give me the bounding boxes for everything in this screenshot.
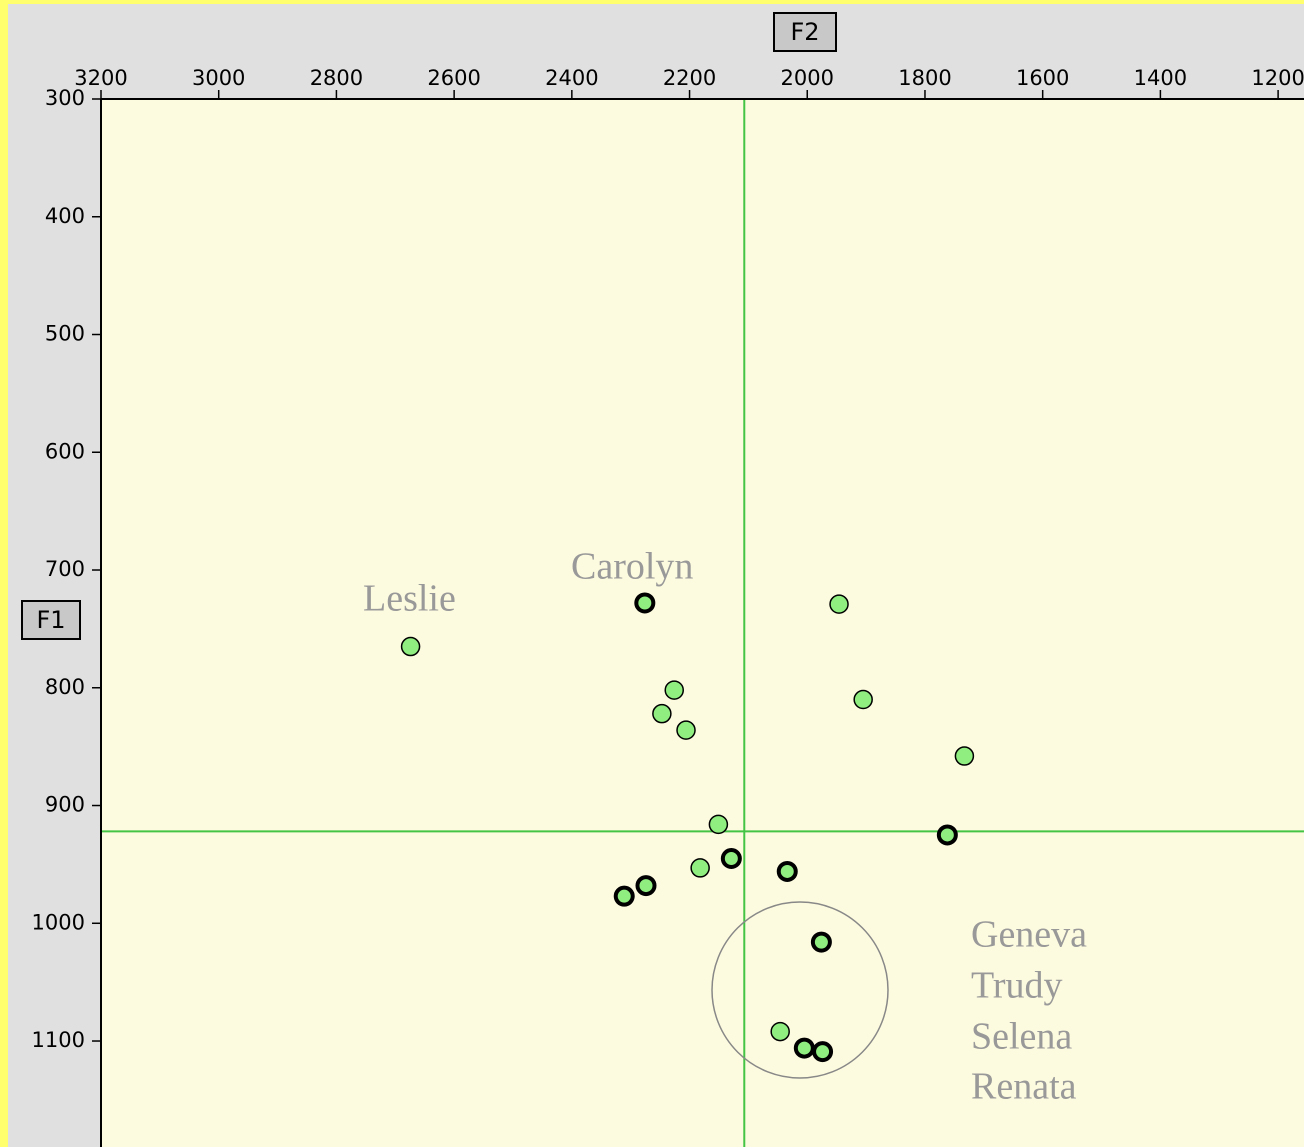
point	[812, 1041, 834, 1063]
x-tick-label: 3000	[192, 66, 245, 90]
point	[664, 680, 684, 700]
y-tick-label: 400	[45, 204, 85, 228]
plot-area	[101, 99, 1304, 1147]
point	[936, 824, 958, 846]
point	[400, 636, 421, 657]
point	[676, 720, 696, 740]
x-tick-label: 1600	[1016, 66, 1069, 90]
annotation: Leslie	[363, 578, 456, 620]
x-tick-label: 1800	[898, 66, 951, 90]
point	[720, 848, 742, 870]
y-label-box	[21, 600, 81, 640]
x-tick-label: 1400	[1134, 66, 1187, 90]
annotation: Carolyn	[571, 546, 693, 588]
x-tick-label: 2800	[310, 66, 363, 90]
y-tick-label: 1000	[32, 910, 85, 934]
point	[613, 885, 635, 907]
point	[690, 858, 710, 878]
x-tick-label: 2400	[545, 66, 598, 90]
point	[829, 594, 849, 614]
annotation: Trudy	[971, 965, 1063, 1007]
point	[635, 875, 657, 897]
y-tick-label: 300	[45, 86, 85, 110]
point	[853, 689, 873, 710]
point	[708, 814, 729, 835]
x-label-box	[773, 12, 837, 52]
point	[770, 1021, 790, 1042]
x-tick-label: 3200	[74, 66, 127, 90]
x-tick-label: 2200	[663, 66, 716, 90]
x-tick-label: 2000	[781, 66, 834, 90]
point	[954, 746, 975, 766]
x-tick-label: 1200	[1251, 66, 1304, 90]
y-axis-label: F1	[36, 606, 65, 634]
point	[793, 1037, 815, 1059]
x-tick-label: 2600	[427, 66, 480, 90]
y-tick-label: 900	[45, 793, 85, 817]
annotation: Renata	[971, 1066, 1077, 1108]
highlight-circle	[711, 901, 889, 1079]
point	[652, 703, 672, 724]
y-tick-label: 500	[45, 322, 85, 346]
y-tick-label: 700	[45, 557, 85, 581]
point	[810, 931, 832, 953]
x-axis-label: F2	[790, 18, 819, 46]
y-tick-label: 800	[45, 675, 85, 699]
y-tick-label: 1100	[32, 1028, 85, 1052]
point	[776, 860, 798, 882]
annotation: Geneva	[971, 914, 1087, 956]
y-tick-label: 600	[45, 439, 85, 463]
annotation: Selena	[971, 1016, 1072, 1058]
point	[634, 592, 656, 614]
